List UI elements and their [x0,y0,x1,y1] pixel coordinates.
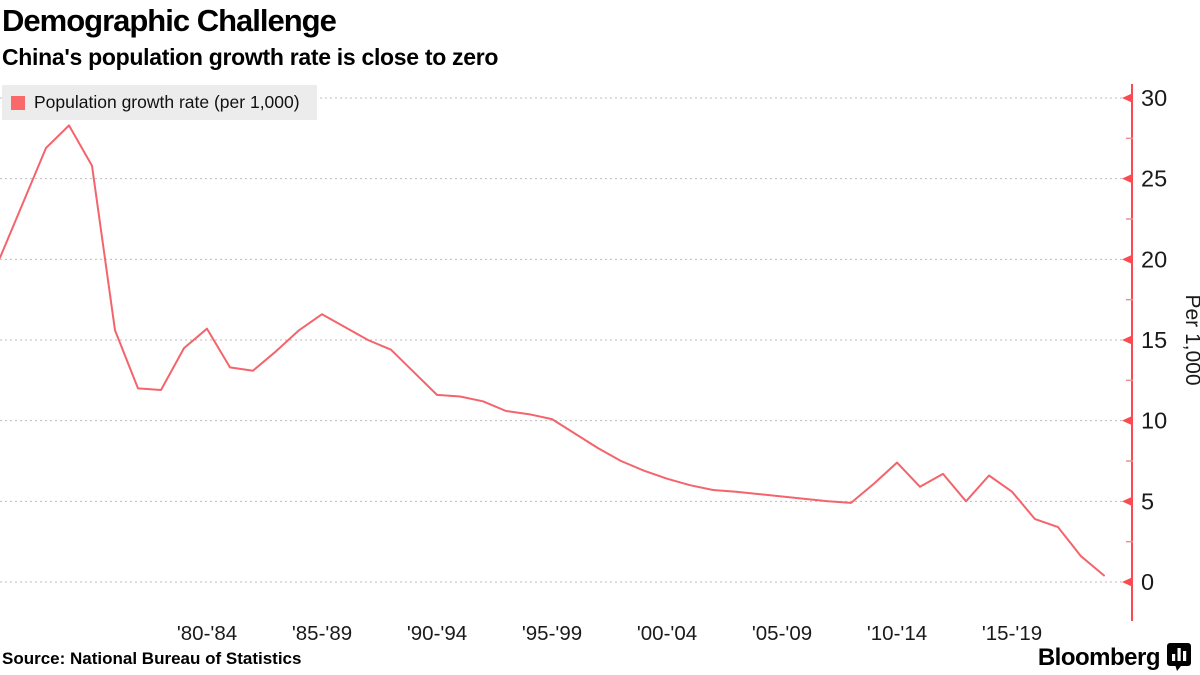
y-tick-label: 10 [1141,408,1167,434]
y-axis-title: Per 1,000 [1181,294,1200,385]
y-axis-tick-arrow [1122,93,1133,104]
x-tick-label: '95-'99 [522,622,582,645]
page-subtitle: China's population growth rate is close … [2,44,499,70]
y-tick-label: 25 [1141,166,1167,192]
x-tick-label: '80-'84 [177,622,237,645]
y-axis-tick-arrow [1122,254,1133,265]
y-axis-tick-arrow [1122,496,1133,507]
bloomberg-logo-icon [1167,643,1191,671]
y-axis-tick-arrow [1122,415,1133,426]
y-tick-label: 20 [1141,246,1167,272]
legend: Population growth rate (per 1,000) [2,85,317,120]
y-axis-tick-arrow [1122,577,1133,587]
x-tick-label: '10-'14 [867,622,927,645]
x-tick-label: '90-'94 [407,622,467,645]
legend-swatch-icon [11,95,25,110]
y-tick-label: 30 [1141,85,1167,111]
y-tick-label: 0 [1141,569,1154,595]
x-tick-label: '15-'19 [982,622,1042,645]
y-axis-tick-arrow [1122,173,1133,184]
x-tick-label: '05-'09 [752,622,812,645]
source-note: Source: National Bureau of Statistics [2,649,302,668]
x-tick-label: '00-'04 [637,622,697,645]
y-axis-tick-arrow [1122,335,1133,346]
bloomberg-brand: Bloomberg [1038,643,1192,672]
legend-label: Population growth rate (per 1,000) [34,92,300,112]
growth-rate-line [0,124,1105,577]
y-tick-label: 15 [1141,327,1167,353]
x-tick-label: '85-'89 [292,622,352,645]
y-tick-label: 5 [1141,488,1154,514]
page-title: Demographic Challenge [2,3,337,38]
bloomberg-wordmark: Bloomberg [1037,643,1161,671]
